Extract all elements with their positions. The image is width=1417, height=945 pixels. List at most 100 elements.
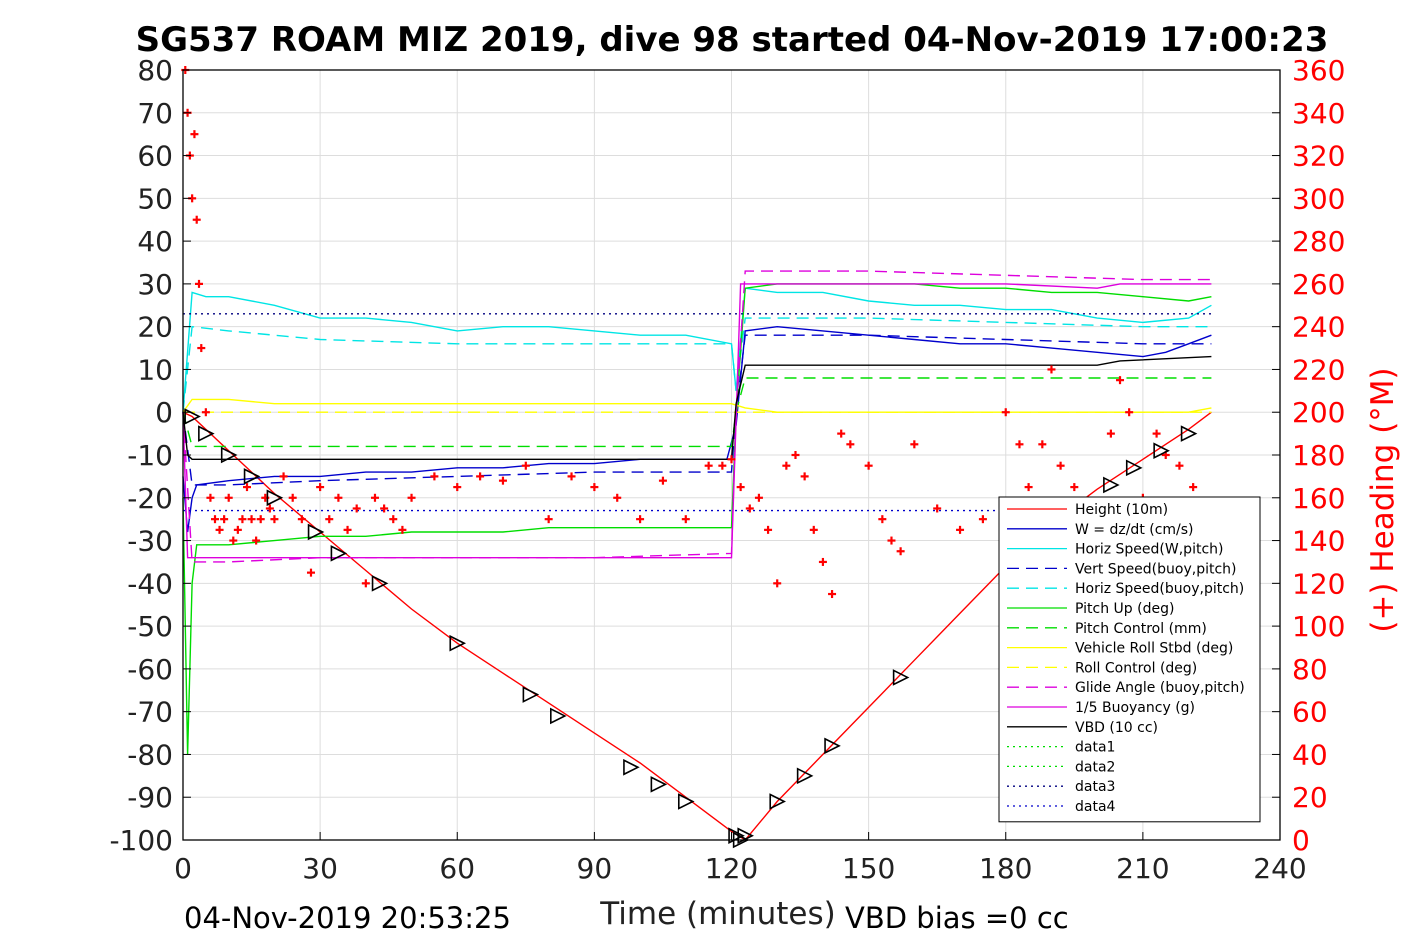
depth-marker xyxy=(824,737,841,755)
heading-point xyxy=(544,515,553,524)
y-axis-left: 80 70 60 50 40 30 20 10 0 -10 -20 -30 -40 -50 -60 -70 -8… xyxy=(109,54,191,857)
x-tick-label: 150 xyxy=(842,852,895,885)
heading-point xyxy=(1175,461,1184,470)
heading-point xyxy=(828,590,837,599)
legend-entry: Height (10m) xyxy=(1075,502,1168,518)
heading-point xyxy=(754,493,763,502)
heading-point xyxy=(978,515,987,524)
depth-marker xyxy=(522,686,540,703)
y-tick-left-label: -20 xyxy=(127,482,173,515)
y-tick-left-label: -90 xyxy=(127,781,173,814)
series-line-11 xyxy=(182,355,1212,460)
heading-point xyxy=(887,536,896,545)
heading-point xyxy=(1189,483,1198,492)
heading-point xyxy=(220,515,229,524)
x-tick-label: 60 xyxy=(439,852,475,885)
y-tick-right-label: 220 xyxy=(1292,353,1345,386)
heading-point xyxy=(453,483,462,492)
y-tick-right-label: 140 xyxy=(1292,525,1345,558)
x-tick-label: 180 xyxy=(979,852,1032,885)
y-tick-right-label: 40 xyxy=(1292,738,1328,771)
y-tick-right-label: 360 xyxy=(1292,54,1345,87)
y-tick-right-label: 200 xyxy=(1292,396,1345,429)
y-tick-right-label: 280 xyxy=(1292,225,1345,258)
legend-entry: Vert Speed(buoy,pitch) xyxy=(1075,561,1237,577)
heading-point xyxy=(192,215,201,224)
heading-point xyxy=(590,483,599,492)
series-line-10 xyxy=(182,283,1212,559)
depth-marker xyxy=(184,408,201,425)
heading-point xyxy=(864,461,873,470)
heading-point xyxy=(498,476,507,485)
heading-point xyxy=(361,579,370,588)
heading-point xyxy=(681,515,690,524)
heading-point xyxy=(476,472,485,481)
legend-entry: data1 xyxy=(1075,740,1115,756)
legend-entry: Pitch Up (deg) xyxy=(1075,601,1174,617)
depth-marker xyxy=(737,827,755,845)
heading-point xyxy=(1056,461,1065,470)
y-tick-left-label: 70 xyxy=(137,97,173,130)
y-tick-right-label: 0 xyxy=(1292,824,1310,857)
heading-point xyxy=(782,461,791,470)
heading-point xyxy=(846,440,855,449)
heading-point xyxy=(658,476,667,485)
heading-point xyxy=(316,483,325,492)
depth-marker xyxy=(307,523,325,541)
y-tick-left-label: -60 xyxy=(127,653,173,686)
y-tick-left-label: -80 xyxy=(127,738,173,771)
y-tick-left-label: 80 xyxy=(137,54,173,87)
y-tick-left-label: 30 xyxy=(137,268,173,301)
footer-vbd-bias: VBD bias =0 cc xyxy=(845,901,1069,935)
series-line-2 xyxy=(182,287,1212,413)
legend-entry: Horiz Speed(W,pitch) xyxy=(1075,542,1223,558)
heading-point xyxy=(1125,408,1134,417)
legend-entry: data4 xyxy=(1075,799,1116,815)
y-tick-left-label: -100 xyxy=(109,824,173,857)
y-tick-right-label: 100 xyxy=(1292,610,1345,643)
heading-point xyxy=(800,472,809,481)
chart-title: SG537 ROAM MIZ 2019, dive 98 started 04-… xyxy=(136,20,1329,60)
legend-entry: data3 xyxy=(1075,779,1115,795)
heading-point xyxy=(1015,440,1024,449)
y-tick-right-label: 20 xyxy=(1292,781,1328,814)
depth-marker xyxy=(1180,425,1198,442)
heading-point xyxy=(389,515,398,524)
heading-layer xyxy=(181,66,1198,599)
heading-point xyxy=(837,429,846,438)
heading-point xyxy=(745,504,754,513)
heading-point xyxy=(430,472,439,481)
y-tick-right-label: 260 xyxy=(1292,268,1345,301)
heading-point xyxy=(773,579,782,588)
y-tick-left-label: -10 xyxy=(127,439,173,472)
series-line-3 xyxy=(182,334,1212,486)
heading-point xyxy=(265,504,274,513)
heading-point xyxy=(252,536,261,545)
y-axis-right: 3603403203002802602402202001801601401201… xyxy=(1272,54,1345,857)
heading-point xyxy=(727,455,736,464)
heading-point xyxy=(718,461,727,470)
depth-marker xyxy=(623,758,640,776)
heading-point xyxy=(407,493,416,502)
depth-marker xyxy=(243,468,261,485)
depth-marker xyxy=(1153,442,1170,460)
heading-point xyxy=(325,515,334,524)
heading-point xyxy=(224,493,233,502)
series-line-5 xyxy=(182,283,1212,755)
x-tick-label: 120 xyxy=(705,852,758,885)
y-tick-right-label: 160 xyxy=(1292,482,1345,515)
heading-point xyxy=(229,536,238,545)
heading-point xyxy=(380,504,389,513)
heading-point xyxy=(818,557,827,566)
x-tick-label: 0 xyxy=(174,852,192,885)
depth-marker xyxy=(266,489,284,507)
heading-point xyxy=(1001,408,1010,417)
depth-marker xyxy=(1125,459,1143,477)
depth-marker xyxy=(769,793,786,810)
heading-point xyxy=(933,504,942,513)
heading-point xyxy=(343,525,352,534)
heading-point xyxy=(704,461,713,470)
heading-point xyxy=(809,525,818,534)
y-tick-left-label: -40 xyxy=(127,567,173,600)
legend-entry: Vehicle Roll Stbd (deg) xyxy=(1075,641,1233,657)
